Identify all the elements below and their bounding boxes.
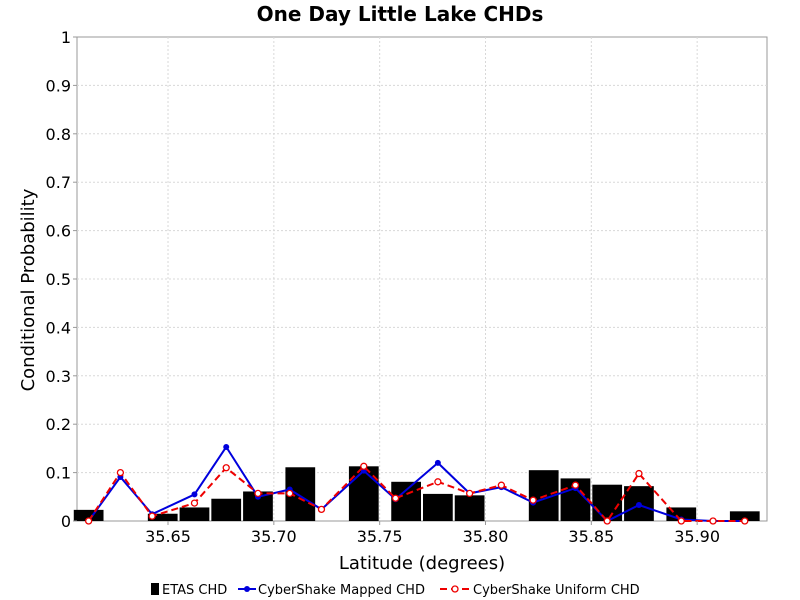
uniform-point (254, 489, 262, 498)
x-tick-label: 35.65 (145, 527, 191, 546)
bar (729, 511, 760, 521)
bar (73, 509, 104, 521)
uniform-point (434, 478, 442, 486)
bar (454, 495, 485, 521)
y-tick-label: 0.9 (46, 76, 71, 95)
uniform-point (286, 489, 294, 498)
x-tick-label: 35.70 (251, 527, 297, 546)
bar (211, 498, 242, 521)
uniform-point (529, 496, 537, 504)
uniform-chd-line (87, 464, 745, 523)
uniform-point (116, 468, 125, 477)
x-axis-ticks: 35.65 35.70 35.75 35.80 35.85 35.90 (145, 521, 720, 546)
bar (147, 513, 178, 521)
legend-etas-label: ETAS CHD (162, 583, 227, 598)
x-tick-label: 35.80 (463, 527, 509, 546)
mapped-point (635, 502, 642, 509)
uniform-point (635, 469, 643, 478)
legend-mapped-label: CyberShake Mapped CHD (258, 583, 425, 598)
bar (348, 466, 379, 521)
uniform-point (465, 489, 474, 498)
x-tick-label: 35.90 (674, 527, 720, 546)
mapped-point (223, 443, 230, 450)
uniform-point (84, 517, 93, 525)
y-tick-label: 1 (61, 28, 71, 47)
x-axis-label: Latitude (degrees) (339, 553, 505, 574)
line-series (84, 443, 749, 525)
uniform-point (571, 481, 580, 489)
y-tick-label: 0.1 (46, 464, 71, 483)
grid (77, 37, 767, 521)
mapped-point (191, 491, 198, 498)
legend-uniform-label: CyberShake Uniform CHD (473, 583, 640, 598)
uniform-point (391, 494, 400, 502)
y-axis-label: Conditional Probability (18, 188, 39, 391)
uniform-point (222, 464, 230, 472)
bar (423, 493, 453, 521)
uniform-point (360, 462, 368, 470)
y-tick-label: 0.4 (46, 318, 71, 337)
uniform-point (497, 481, 506, 489)
uniform-point (603, 517, 611, 525)
legend-uniform-marker (451, 585, 459, 593)
x-tick-label: 35.75 (357, 527, 403, 546)
uniform-point (148, 512, 156, 520)
chart-title: One Day Little Lake CHDs (257, 2, 544, 26)
y-tick-label: 0.7 (46, 173, 71, 192)
y-tick-label: 0.6 (46, 222, 71, 241)
y-tick-label: 0.2 (46, 415, 71, 434)
mapped-chd-line (87, 445, 745, 523)
uniform-point (317, 505, 326, 514)
y-tick-label: 0.8 (46, 125, 71, 144)
x-tick-label: 35.85 (568, 527, 614, 546)
mapped-point (434, 459, 441, 466)
y-tick-label: 0 (61, 512, 71, 531)
uniform-point (741, 517, 749, 525)
y-tick-label: 0.5 (46, 270, 71, 289)
uniform-point (677, 517, 685, 525)
legend-etas-swatch (151, 583, 159, 595)
bar (179, 507, 210, 521)
y-axis-ticks: 0 0.1 0.2 0.3 0.4 0.5 0.6 0.7 0.8 0.9 1 (46, 28, 77, 531)
legend-mapped-marker (244, 586, 250, 592)
legend: ETAS CHD CyberShake Mapped CHD CyberShak… (151, 583, 640, 598)
uniform-point (709, 517, 717, 525)
y-tick-label: 0.3 (46, 367, 71, 386)
uniform-point (190, 499, 199, 507)
